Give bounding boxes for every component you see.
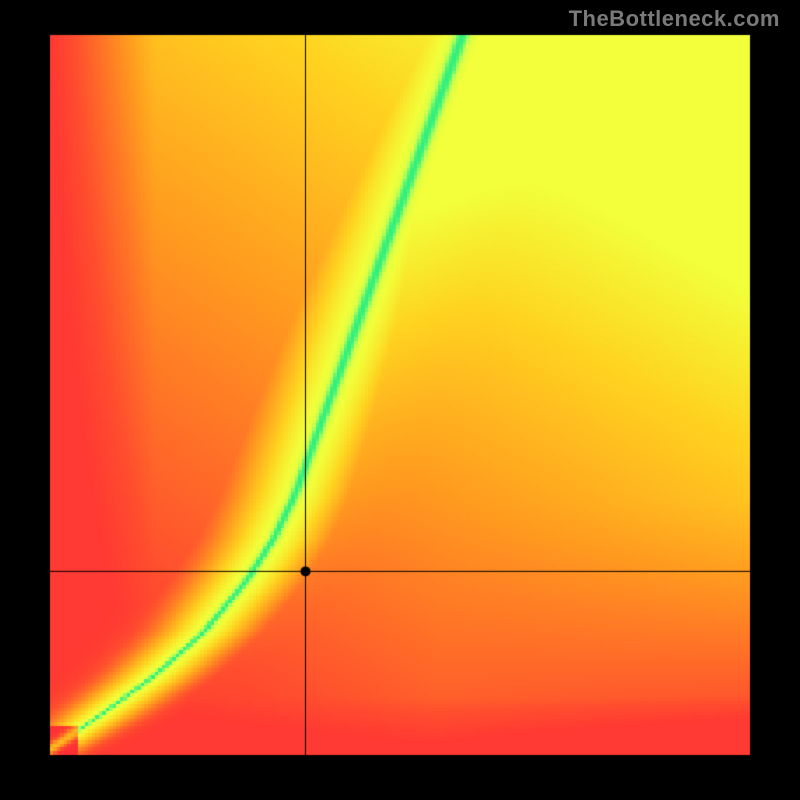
bottleneck-heatmap [0, 0, 800, 800]
watermark-text: TheBottleneck.com [569, 6, 780, 32]
chart-container: TheBottleneck.com [0, 0, 800, 800]
